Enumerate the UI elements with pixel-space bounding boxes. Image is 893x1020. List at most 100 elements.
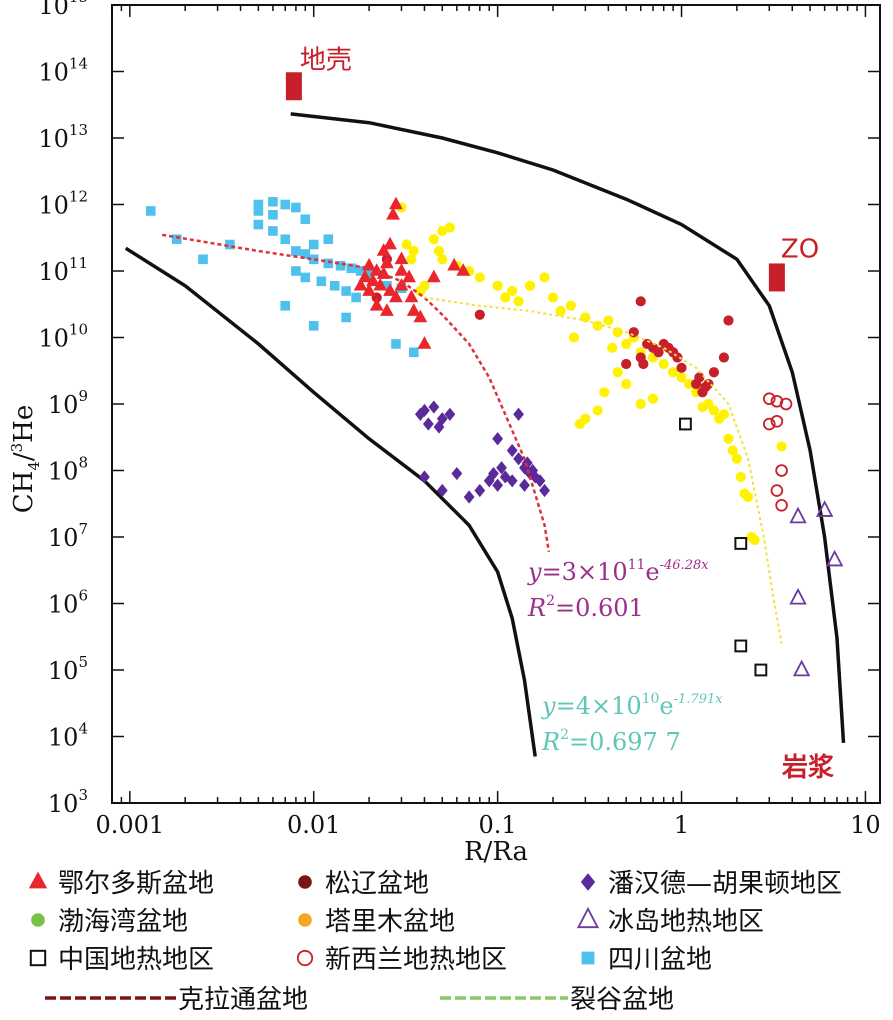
data-point: [380, 303, 394, 316]
equation-rift: y=4×1010e-1.791x: [541, 691, 723, 720]
data-point: [825, 549, 844, 567]
data-point: [414, 407, 426, 421]
data-point: [329, 280, 340, 291]
data-point: [789, 587, 807, 605]
data-point: [422, 417, 434, 431]
data-point: [280, 199, 291, 210]
magma-label: 岩浆: [781, 752, 835, 783]
data-point: [268, 210, 278, 220]
y-tick-label: 105: [48, 653, 88, 685]
data-point: [770, 414, 784, 428]
y-tick-label: 1013: [38, 121, 88, 153]
data-point: [534, 474, 546, 488]
data-point: [145, 206, 156, 216]
data-point: [734, 537, 748, 550]
data-point: [268, 196, 278, 207]
data-point: [417, 336, 432, 349]
legend-label: 中国地热地区: [58, 945, 214, 975]
legend-label: 新西兰地热地区: [325, 945, 507, 975]
data-point: [268, 226, 278, 236]
data-point: [198, 254, 208, 265]
data-point: [451, 466, 463, 481]
data-point: [474, 272, 485, 283]
legend-marker: [298, 875, 312, 889]
data-point: [428, 234, 439, 245]
data-point: [727, 445, 738, 456]
x-axis-label: R/Ra: [464, 837, 528, 867]
data-point: [607, 342, 618, 353]
data-point: [300, 272, 311, 283]
data-point: [408, 347, 419, 358]
data-point: [406, 303, 421, 316]
data-point: [373, 277, 388, 291]
data-point: [676, 362, 687, 373]
fit-curve-rift: [424, 296, 783, 644]
data-point: [408, 245, 419, 257]
data-point: [362, 283, 376, 296]
data-point: [253, 206, 264, 216]
legend-label: 冰岛地热地区: [608, 907, 764, 937]
data-point: [404, 289, 419, 303]
data-point: [369, 297, 384, 311]
data-point: [492, 432, 504, 446]
legend-marker: [298, 913, 312, 927]
data-point: [621, 358, 632, 370]
data-point: [612, 367, 623, 378]
data-point: [225, 239, 235, 250]
data-point: [734, 639, 748, 653]
data-point: [592, 320, 603, 331]
data-point: [762, 392, 776, 406]
data-point: [506, 443, 518, 458]
data-point: [742, 491, 754, 503]
equation-craton: y=3×1011e-46.28x: [527, 557, 709, 586]
data-point: [708, 405, 720, 416]
data-point: [419, 470, 430, 484]
x-tick-label: 0.001: [95, 811, 164, 839]
data-point: [171, 234, 182, 245]
data-point: [658, 358, 669, 370]
data-point: [718, 352, 730, 363]
data-point: [754, 663, 768, 677]
data-point: [376, 266, 391, 279]
data-point: [679, 417, 692, 431]
data-point: [789, 506, 807, 524]
data-point: [592, 405, 603, 416]
data-point: [401, 239, 412, 250]
data-point: [599, 387, 610, 398]
data-point: [524, 280, 536, 291]
data-point: [513, 452, 524, 466]
data-point: [391, 339, 401, 349]
data-point: [428, 400, 440, 414]
y-tick-label: 103: [48, 786, 88, 818]
data-point: [500, 292, 511, 303]
legend-label: 塔里木盆地: [325, 907, 455, 937]
data-point: [621, 338, 632, 350]
data-point: [775, 498, 788, 512]
data-point: [300, 249, 311, 259]
legend-marker: [580, 873, 596, 891]
x-tick-label: 0.1: [479, 811, 517, 839]
data-point: [676, 372, 687, 383]
plot-frame: [111, 4, 881, 804]
data-point: [723, 315, 734, 326]
data-point: [437, 254, 448, 265]
data-point: [353, 277, 368, 291]
data-point: [547, 292, 559, 303]
data-point: [792, 659, 811, 677]
data-point: [779, 397, 793, 411]
data-point: [280, 300, 291, 311]
y-axis-label: CH4/3He: [8, 405, 43, 514]
data-point: [280, 234, 291, 245]
data-point: [718, 409, 730, 420]
data-point: [770, 484, 784, 497]
data-point: [447, 257, 462, 271]
data-point: [694, 372, 705, 383]
data-point: [513, 296, 524, 307]
legend-marker: [31, 913, 45, 927]
data-point: [437, 225, 448, 237]
data-point: [419, 280, 430, 291]
boundary-upper: [290, 112, 846, 744]
data-point: [507, 285, 518, 297]
legend-label: 裂谷盆地: [570, 985, 674, 1015]
